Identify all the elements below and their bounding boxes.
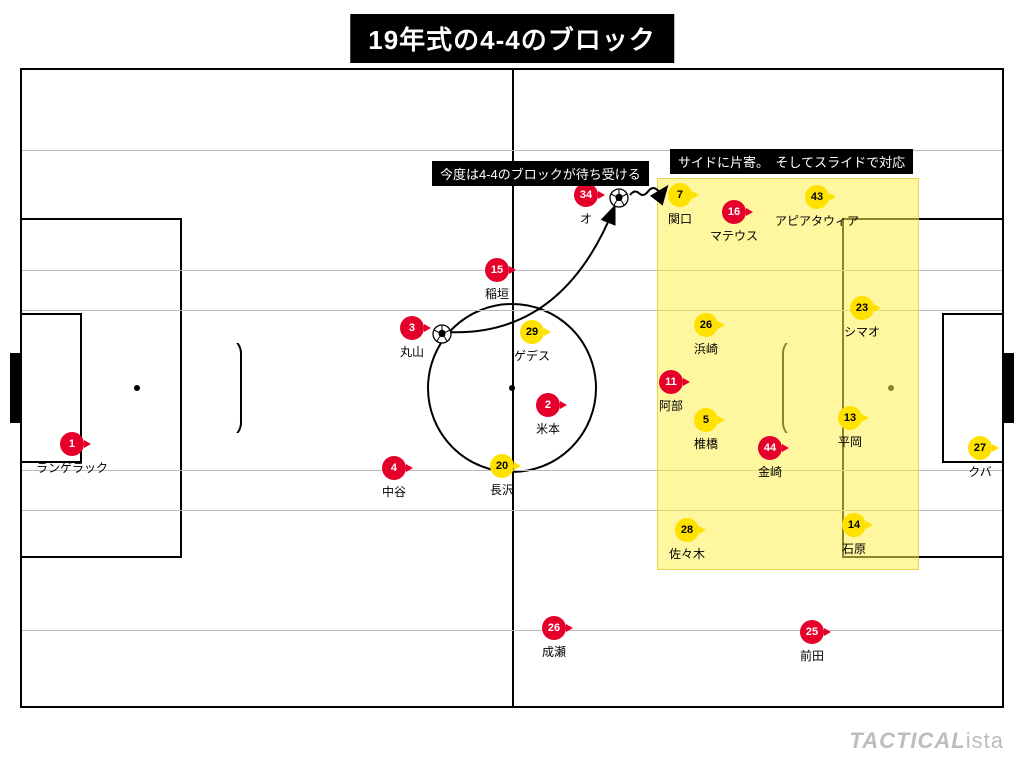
player-name: 関口 bbox=[668, 210, 692, 227]
player-red-15: 15 稲垣 bbox=[485, 258, 509, 302]
player-marker: 13 bbox=[838, 406, 862, 430]
player-yellow-28: 28 佐々木 bbox=[669, 518, 705, 562]
player-name: 椎橋 bbox=[694, 435, 718, 452]
player-name: 中谷 bbox=[382, 483, 406, 500]
player-name: ランゲラック bbox=[36, 459, 108, 476]
player-red-34: 34 オ bbox=[574, 183, 598, 227]
pitch: 1 ランゲラック 3 丸山 4 中谷 15 稲垣 2 米本 34 オ 26 成瀬 16 マテウス 11 阿部 44 金… bbox=[20, 68, 1004, 708]
player-red-1: 1 ランゲラック bbox=[36, 432, 108, 476]
diagram-title: 19年式の4-4のブロック bbox=[350, 14, 674, 63]
watermark-light: ista bbox=[966, 728, 1004, 753]
player-red-25: 25 前田 bbox=[800, 620, 824, 664]
player-marker: 11 bbox=[659, 370, 683, 394]
player-yellow-13: 13 平岡 bbox=[838, 406, 862, 450]
penalty-spot-left bbox=[134, 385, 140, 391]
player-marker: 3 bbox=[400, 316, 424, 340]
player-red-3: 3 丸山 bbox=[400, 316, 424, 360]
player-name: 稲垣 bbox=[485, 285, 509, 302]
player-yellow-20: 20 長沢 bbox=[490, 454, 514, 498]
grid-line bbox=[22, 630, 1002, 631]
player-marker: 4 bbox=[382, 456, 406, 480]
ball-icon bbox=[609, 188, 629, 208]
player-red-44: 44 金崎 bbox=[758, 436, 782, 480]
player-marker: 29 bbox=[520, 320, 544, 344]
highlight-zone bbox=[657, 178, 919, 570]
player-name: オ bbox=[574, 210, 598, 227]
player-name: 平岡 bbox=[838, 433, 862, 450]
player-name: 石原 bbox=[842, 540, 866, 557]
player-marker: 1 bbox=[60, 432, 84, 456]
player-name: 阿部 bbox=[659, 397, 683, 414]
watermark-bold: TACTICAL bbox=[849, 728, 965, 753]
player-red-16: 16 マテウス bbox=[710, 200, 758, 244]
player-yellow-5: 5 椎橋 bbox=[694, 408, 718, 452]
stage: { "title": "19年式の4-4のブロック", "watermark_b… bbox=[0, 0, 1024, 768]
penalty-arc-left bbox=[182, 323, 242, 453]
player-marker: 27 bbox=[968, 436, 992, 460]
player-marker: 7 bbox=[668, 183, 692, 207]
player-name: 金崎 bbox=[758, 463, 782, 480]
player-name: 佐々木 bbox=[669, 545, 705, 562]
ball-icon bbox=[432, 324, 452, 344]
player-name: 米本 bbox=[536, 420, 560, 437]
player-name: アピアタウィア bbox=[775, 212, 859, 229]
player-marker: 20 bbox=[490, 454, 514, 478]
player-marker: 28 bbox=[675, 518, 699, 542]
player-yellow-7: 7 関口 bbox=[668, 183, 692, 227]
goal-right bbox=[1004, 353, 1014, 423]
player-marker: 15 bbox=[485, 258, 509, 282]
player-marker: 25 bbox=[800, 620, 824, 644]
player-name: 浜崎 bbox=[694, 340, 718, 357]
player-red-11: 11 阿部 bbox=[659, 370, 683, 414]
player-marker: 26 bbox=[694, 313, 718, 337]
player-yellow-43: 43 アピアタウィア bbox=[775, 185, 859, 229]
player-red-2: 2 米本 bbox=[536, 393, 560, 437]
player-marker: 23 bbox=[850, 296, 874, 320]
watermark: TACTICALista bbox=[849, 728, 1004, 754]
player-name: 前田 bbox=[800, 647, 824, 664]
player-marker: 2 bbox=[536, 393, 560, 417]
player-name: ゲデス bbox=[514, 347, 550, 364]
player-red-4: 4 中谷 bbox=[382, 456, 406, 500]
player-marker: 14 bbox=[842, 513, 866, 537]
annotation-tb1: 今度は4-4のブロックが待ち受ける bbox=[432, 161, 649, 186]
player-yellow-29: 29 ゲデス bbox=[514, 320, 550, 364]
player-marker: 44 bbox=[758, 436, 782, 460]
player-name: 丸山 bbox=[400, 343, 424, 360]
player-marker: 34 bbox=[574, 183, 598, 207]
player-name: マテウス bbox=[710, 227, 758, 244]
player-name: シマオ bbox=[844, 323, 880, 340]
player-marker: 16 bbox=[722, 200, 746, 224]
centre-spot bbox=[509, 385, 515, 391]
player-marker: 26 bbox=[542, 616, 566, 640]
player-name: クバ bbox=[968, 463, 992, 480]
player-yellow-14: 14 石原 bbox=[842, 513, 866, 557]
annotation-tb2: サイドに片寄。 そしてスライドで対応 bbox=[670, 149, 913, 174]
player-name: 成瀬 bbox=[542, 643, 566, 660]
player-yellow-27: 27 クバ bbox=[968, 436, 992, 480]
player-name: 長沢 bbox=[490, 481, 514, 498]
player-marker: 43 bbox=[805, 185, 829, 209]
player-yellow-26: 26 浜崎 bbox=[694, 313, 718, 357]
player-marker: 5 bbox=[694, 408, 718, 432]
player-yellow-23: 23 シマオ bbox=[844, 296, 880, 340]
goal-left bbox=[10, 353, 20, 423]
player-red-26: 26 成瀬 bbox=[542, 616, 566, 660]
